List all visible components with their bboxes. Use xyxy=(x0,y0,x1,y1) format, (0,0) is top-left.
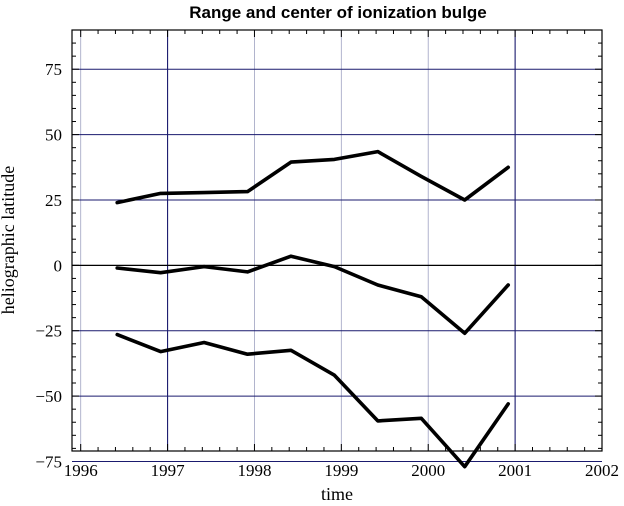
series-center-line xyxy=(115,254,511,336)
x-axis-label: time xyxy=(321,484,353,504)
y-axis-label: heliographic latitude xyxy=(0,166,18,314)
y-tick-label: 50 xyxy=(45,126,62,145)
y-tick-label: 75 xyxy=(45,60,62,79)
y-tick-label: 25 xyxy=(45,191,62,210)
series-upper-line xyxy=(115,149,511,205)
plot-frame xyxy=(71,29,603,452)
x-tick-label: 1996 xyxy=(64,461,98,480)
x-tick-label: 2002 xyxy=(585,461,619,480)
series-lower-line xyxy=(115,332,511,469)
grid xyxy=(72,30,602,462)
x-tick-label: 1997 xyxy=(151,461,186,480)
x-tick-label: 1998 xyxy=(237,461,271,480)
y-tick-labels: −75 −50 −25 0 25 50 75 xyxy=(35,60,62,471)
tick-marks xyxy=(72,29,602,451)
y-tick-label: −25 xyxy=(35,322,62,341)
y-tick-label: 0 xyxy=(54,256,63,275)
x-tick-label: 2001 xyxy=(498,461,532,480)
chart-title: Range and center of ionization bulge xyxy=(189,3,487,22)
series-group xyxy=(115,149,511,469)
x-tick-label: 2000 xyxy=(411,461,445,480)
y-tick-label: −50 xyxy=(35,387,62,406)
x-tick-labels: 1996 1997 1998 1999 2000 2001 2002 xyxy=(64,461,619,480)
x-tick-label: 1999 xyxy=(324,461,358,480)
y-tick-label: −75 xyxy=(35,452,62,471)
